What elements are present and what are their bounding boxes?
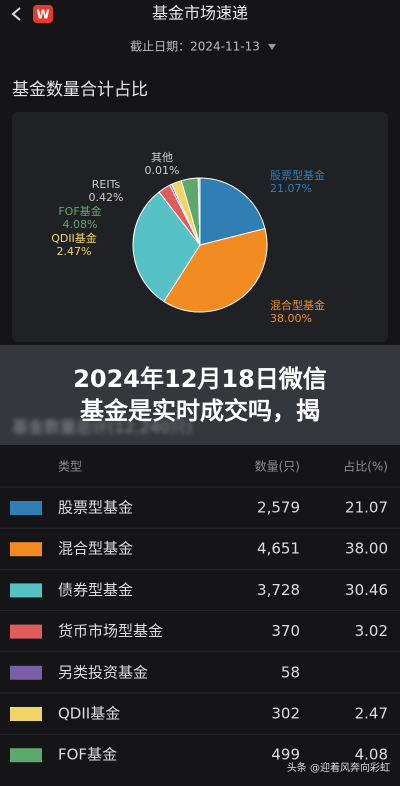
table-cell: 4.08: [355, 746, 388, 764]
column-header: 类型: [58, 460, 82, 474]
table-cell: FOF基金: [58, 746, 117, 764]
pie-label-value: 0.42%: [89, 191, 124, 204]
row-swatch: [10, 542, 42, 556]
pie-label-name: QDII基金: [51, 231, 97, 245]
table-cell: 混合型基金: [58, 540, 133, 558]
pie-label-value: 21.07%: [270, 182, 312, 195]
column-header: 数量(只): [255, 459, 300, 474]
table-cell: 4,651: [257, 540, 300, 558]
table-cell: QDII基金: [58, 705, 120, 723]
table-cell: 2,579: [257, 499, 300, 517]
date-label[interactable]: 截止日期：2024-11-13: [130, 40, 260, 54]
pie-label-value: 38.00%: [270, 312, 312, 325]
table-cell: 499: [271, 746, 300, 764]
pie-label-value: 2.47%: [57, 245, 92, 258]
table-cell: 370: [271, 622, 300, 640]
row-swatch: [10, 748, 42, 762]
table-cell: 货币市场型基金: [58, 622, 163, 640]
table-cell: 302: [271, 705, 300, 723]
row-swatch: [10, 501, 42, 515]
row-swatch: [10, 666, 42, 680]
column-header: 占比(%): [343, 459, 388, 474]
table-cell: 3,728: [257, 581, 300, 599]
pie-label-name: 股票型基金: [270, 168, 325, 182]
table-cell: 58: [281, 663, 300, 681]
table-cell: 38.00: [345, 540, 388, 558]
table-cell: 21.07: [345, 499, 388, 517]
overlay-title: 2024年12月18日微信: [73, 365, 327, 393]
row-swatch: [10, 707, 42, 721]
table-cell: 另类投资基金: [58, 663, 148, 681]
pie-label-value: 4.08%: [63, 218, 98, 231]
table-cell: 2.47: [355, 705, 388, 723]
pie-label-name: FOF基金: [58, 204, 101, 218]
section-title: 基金数量合计占比: [12, 80, 148, 100]
overlay-title: 基金是实时成交吗，揭: [80, 397, 320, 425]
pie: [133, 178, 267, 312]
row-swatch: [10, 583, 42, 597]
header-title: 基金市场速递: [152, 4, 248, 23]
pie-label-name: 其他: [151, 151, 173, 164]
table-cell: 债券型基金: [58, 581, 133, 599]
pie-label-name: 混合型基金: [270, 298, 325, 312]
row-swatch: [10, 625, 42, 639]
table-cell: 3.02: [355, 622, 388, 640]
table-cell: 30.46: [345, 581, 388, 599]
table-cell: 股票型基金: [58, 499, 133, 517]
pie-label-value: 0.01%: [145, 164, 180, 177]
watermark: 头条 @迎着风奔向彩虹: [287, 761, 390, 774]
pie-label-name: REITs: [92, 178, 121, 191]
app-icon-letter: W: [36, 8, 49, 22]
